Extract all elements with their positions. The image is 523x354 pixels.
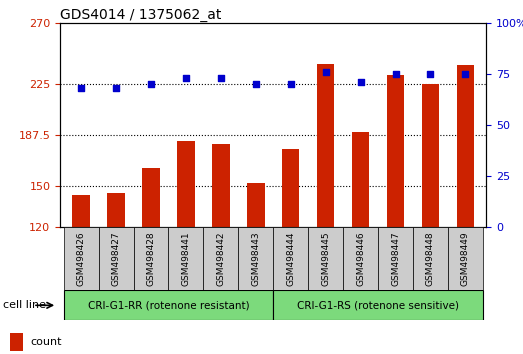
Bar: [282, 149, 300, 227]
Bar: [107, 193, 125, 227]
Text: GSM498428: GSM498428: [146, 231, 155, 286]
Bar: [317, 64, 334, 227]
Bar: [203, 227, 238, 290]
Bar: [308, 227, 343, 290]
Text: GSM498441: GSM498441: [181, 231, 190, 286]
Bar: [64, 290, 274, 320]
Bar: [133, 227, 168, 290]
Text: cell line: cell line: [3, 300, 46, 310]
Point: [461, 71, 470, 77]
Text: GSM498449: GSM498449: [461, 231, 470, 286]
Text: GSM498426: GSM498426: [76, 231, 86, 286]
Text: GSM498427: GSM498427: [111, 231, 120, 286]
Point: [217, 75, 225, 81]
Point: [426, 71, 435, 77]
Text: GSM498443: GSM498443: [251, 231, 260, 286]
Bar: [413, 227, 448, 290]
Text: GDS4014 / 1375062_at: GDS4014 / 1375062_at: [60, 8, 222, 22]
Text: count: count: [31, 337, 62, 347]
Bar: [177, 141, 195, 227]
Bar: [378, 227, 413, 290]
Bar: [352, 132, 369, 227]
Text: GSM498444: GSM498444: [286, 231, 295, 286]
Text: CRI-G1-RS (rotenone sensitive): CRI-G1-RS (rotenone sensitive): [297, 300, 459, 310]
Text: GSM498445: GSM498445: [321, 231, 330, 286]
Bar: [212, 144, 230, 227]
Bar: [64, 227, 98, 290]
Point: [391, 71, 400, 77]
Bar: [72, 195, 90, 227]
Bar: [457, 65, 474, 227]
Bar: [422, 84, 439, 227]
Point: [147, 81, 155, 87]
Bar: [448, 227, 483, 290]
Bar: [343, 227, 378, 290]
Bar: [10, 333, 23, 351]
Point: [252, 81, 260, 87]
Bar: [238, 227, 274, 290]
Bar: [274, 227, 308, 290]
Bar: [387, 75, 404, 227]
Point: [77, 85, 85, 91]
Point: [287, 81, 295, 87]
Bar: [274, 290, 483, 320]
Text: CRI-G1-RR (rotenone resistant): CRI-G1-RR (rotenone resistant): [88, 300, 249, 310]
Point: [357, 79, 365, 85]
Text: GSM498448: GSM498448: [426, 231, 435, 286]
Text: GSM498447: GSM498447: [391, 231, 400, 286]
Point: [112, 85, 120, 91]
Bar: [168, 227, 203, 290]
Bar: [98, 227, 133, 290]
Bar: [247, 183, 265, 227]
Point: [181, 75, 190, 81]
Text: GSM498442: GSM498442: [217, 231, 225, 286]
Text: GSM498446: GSM498446: [356, 231, 365, 286]
Bar: [142, 168, 160, 227]
Point: [322, 69, 330, 75]
